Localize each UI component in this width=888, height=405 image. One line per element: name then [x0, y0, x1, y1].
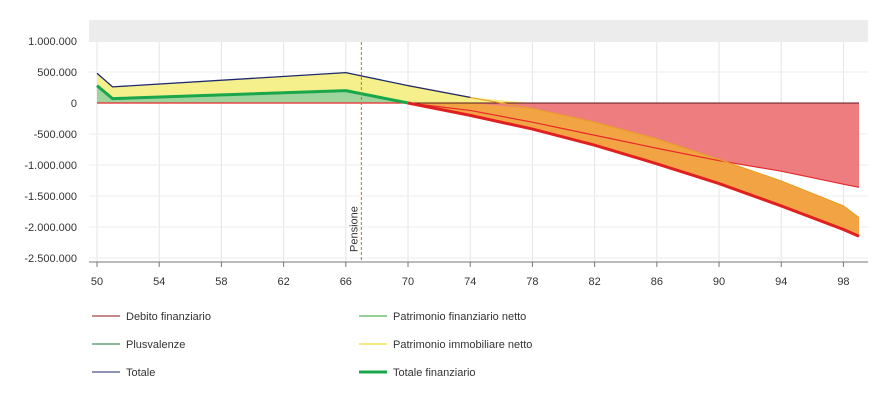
- x-tick-label: 78: [526, 276, 538, 288]
- legend-item: Patrimonio finanziario netto: [359, 311, 526, 323]
- y-tick-label: -2.000.000: [24, 222, 77, 234]
- area-patrimonio-immobiliare: [97, 72, 859, 103]
- legend-label: Plusvalenze: [126, 339, 185, 351]
- x-tick-label: 58: [215, 276, 227, 288]
- line-debito-finanziario: [97, 102, 860, 188]
- x-tick-label: 54: [153, 276, 165, 288]
- area-debito-finanziario: [97, 103, 859, 188]
- x-tick-label: 74: [464, 276, 476, 288]
- x-tick-label: 62: [277, 276, 289, 288]
- line-layer: [96, 71, 860, 238]
- legend-label: Patrimonio finanziario netto: [393, 311, 526, 323]
- area-layer: [97, 72, 859, 237]
- line-totale-finanziario-negativo: [407, 101, 860, 238]
- x-tick-label: 70: [402, 276, 414, 288]
- pensione-marker-label: Pensione: [348, 206, 360, 252]
- legend-label: Debito finanziario: [126, 311, 211, 323]
- x-tick-label: 98: [837, 276, 849, 288]
- legend: Debito finanziario Patrimonio finanziario…: [92, 311, 532, 379]
- x-tick-label: 86: [651, 276, 663, 288]
- chart-header-band: [89, 20, 868, 42]
- axis-layer: 50 54 58 62 66 70 74 78 82 86 90 94 98 1.000.000 500.0…: [24, 36, 868, 288]
- legend-item: Patrimonio immobiliare netto: [359, 339, 532, 351]
- legend-item: Totale finanziario: [359, 367, 476, 379]
- legend-item: Debito finanziario: [92, 311, 211, 323]
- x-tick-label: 66: [340, 276, 352, 288]
- annotation-layer: Pensione: [348, 42, 362, 262]
- x-tick-label: 82: [589, 276, 601, 288]
- area-patrimonio-negativo: [97, 103, 859, 237]
- y-tick-label: 0: [71, 98, 77, 110]
- legend-label: Totale finanziario: [393, 367, 476, 379]
- x-tick-label: 90: [713, 276, 725, 288]
- x-tick-label: 94: [775, 276, 787, 288]
- line-totale-finanziario-positivo: [96, 84, 409, 105]
- line-totale: [96, 71, 471, 99]
- y-tick-label: -500.000: [34, 129, 77, 141]
- y-tick-label: 500.000: [37, 67, 77, 79]
- y-tick-label: -1.500.000: [24, 191, 77, 203]
- line-patrimonio-immobiliare-netto: [407, 85, 860, 219]
- legend-label: Totale: [126, 367, 155, 379]
- legend-label: Patrimonio immobiliare netto: [393, 339, 532, 351]
- x-tick-label: 50: [91, 276, 103, 288]
- legend-item: Totale: [92, 367, 155, 379]
- y-tick-label: -2.500.000: [24, 253, 77, 265]
- y-tick-label: 1.000.000: [28, 36, 77, 48]
- y-tick-label: -1.000.000: [24, 160, 77, 172]
- legend-item: Plusvalenze: [92, 339, 185, 351]
- area-plusvalenze: [97, 85, 859, 103]
